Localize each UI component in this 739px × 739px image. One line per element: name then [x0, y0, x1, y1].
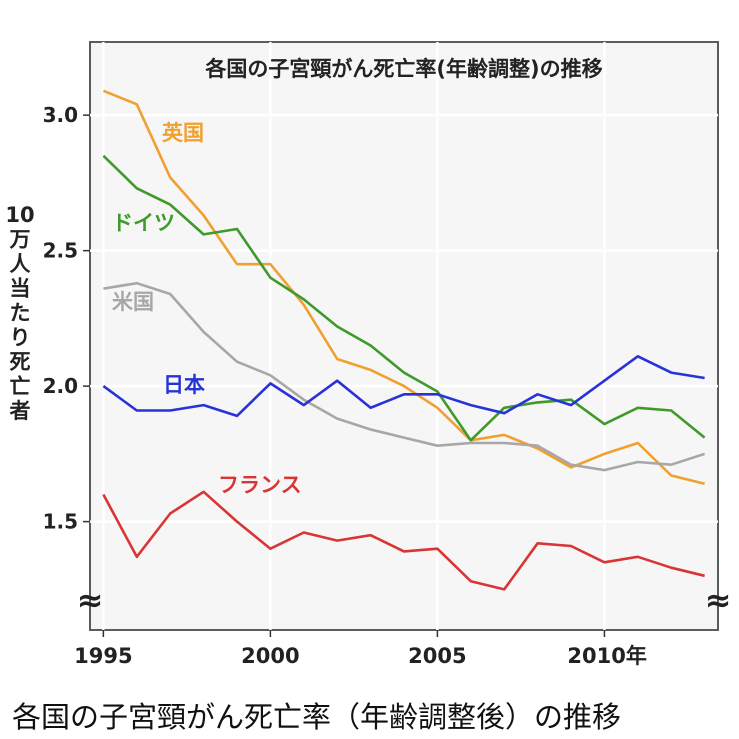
series-label-3: 日本: [163, 373, 205, 397]
grid: [90, 42, 718, 630]
series-line-3: [102, 354, 705, 418]
x-tick-label: 2005: [408, 644, 466, 668]
axis-break-right: ≈: [705, 581, 732, 619]
figure-caption: 各国の子宮頸がん死亡率（年齢調整後）の推移: [12, 700, 622, 734]
series-label-4: フランス: [218, 473, 302, 497]
y-tick-label: 3.0: [43, 103, 78, 127]
series-label-1: ドイツ: [112, 211, 175, 235]
series-label-0: 英国: [162, 121, 204, 145]
x-tick-label: 1995: [74, 644, 132, 668]
y-tick-label: 2.0: [43, 374, 78, 398]
series-label-2: 米国: [112, 290, 154, 314]
plot-area: [89, 41, 719, 631]
x-tick-label: 2000: [241, 644, 299, 668]
x-tick-label: 2010年: [567, 644, 646, 668]
series-line-0: [102, 89, 705, 485]
x-axis-ticks: 1995 2000 2005 2010年: [74, 630, 647, 668]
y-tick-label: 1.5: [43, 510, 78, 534]
y-axis-ticks: 1.5 2.0 2.5 3.0: [43, 103, 90, 534]
axis-break-left: ≈: [77, 581, 104, 619]
series-line-2: [103, 281, 705, 472]
series-line-1: [102, 154, 706, 442]
y-tick-label: 2.5: [43, 239, 78, 263]
chart-title: 各国の子宮頸がん死亡率(年齢調整)の推移: [204, 57, 602, 81]
y-axis-label-text: 10 万人当たり死亡者: [5, 203, 34, 423]
series-line-4: [102, 490, 705, 591]
y-axis-label: 10 万人当たり死亡者: [5, 203, 34, 423]
series-lines: [102, 89, 706, 591]
